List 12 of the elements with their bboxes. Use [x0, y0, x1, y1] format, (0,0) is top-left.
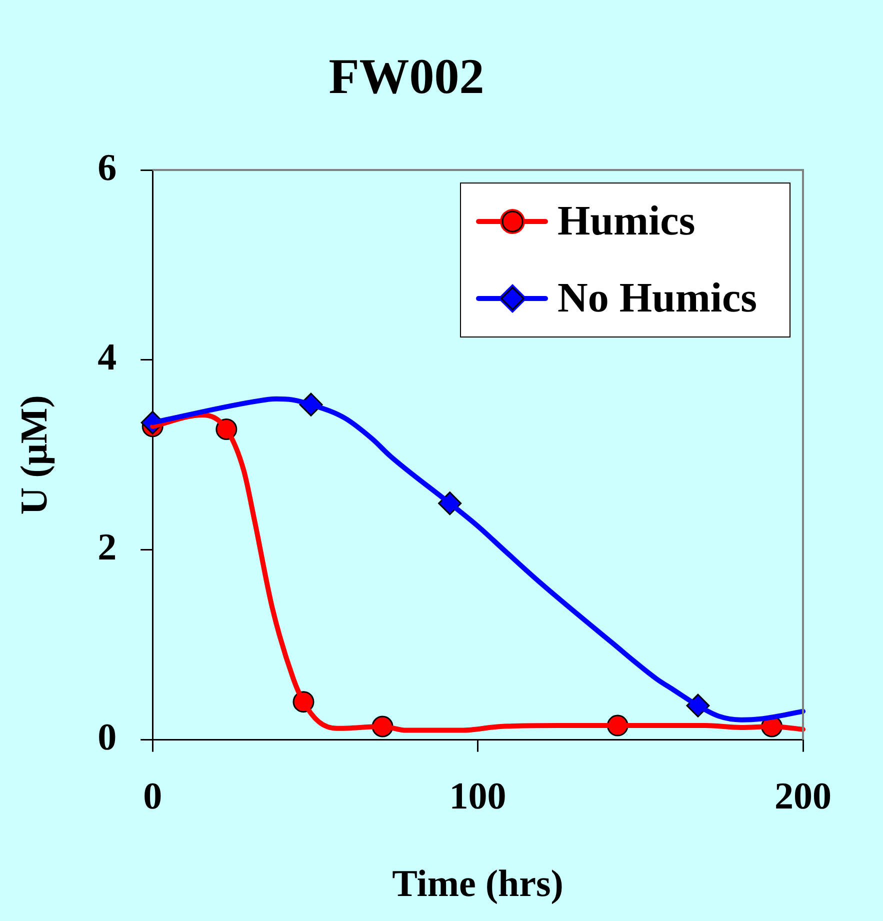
chart-title: FW002 [328, 48, 484, 104]
y-tick-label: 2 [98, 526, 117, 569]
legend-label: Humics [558, 198, 696, 244]
x-tick-label: 0 [143, 775, 162, 818]
y-tick-label: 6 [98, 146, 117, 189]
y-axis-title: U (μM) [14, 395, 56, 515]
x-tick-label: 200 [774, 775, 832, 818]
x-axis-title: Time (hrs) [392, 863, 564, 906]
y-tick-label: 4 [98, 336, 117, 379]
x-tick-label: 100 [449, 775, 506, 818]
y-tick-label: 0 [98, 716, 117, 759]
legend-label: No Humics [558, 275, 757, 322]
